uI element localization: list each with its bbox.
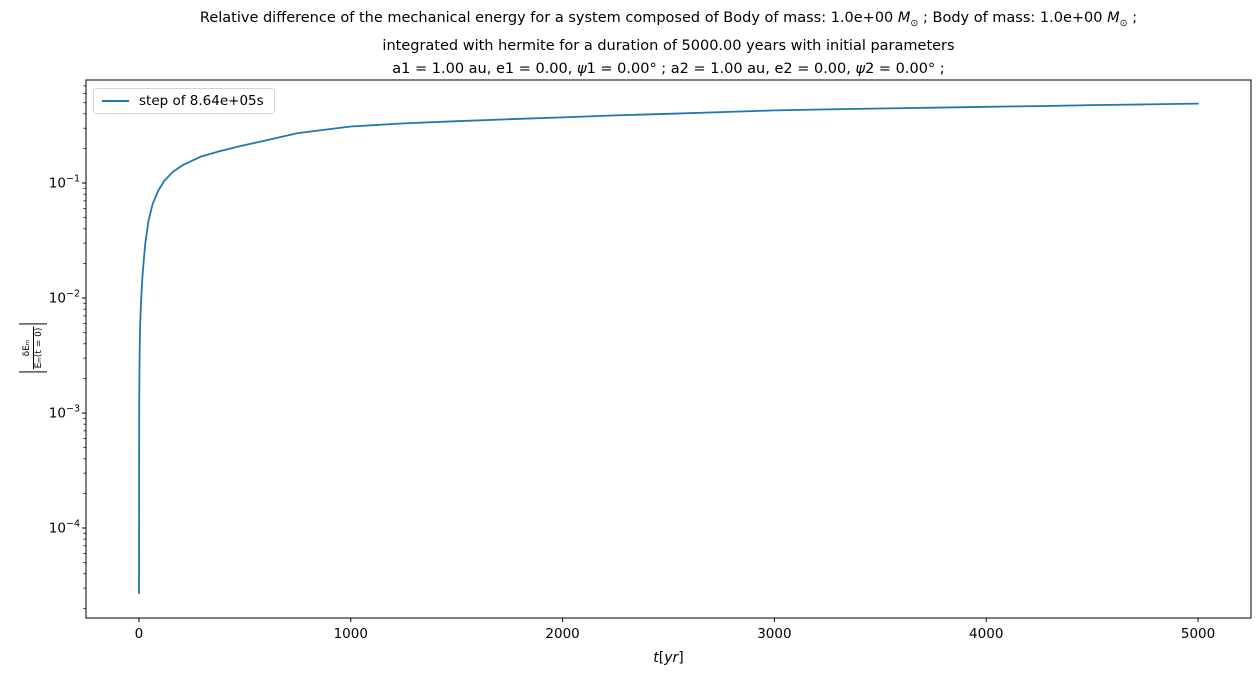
title-text: Relative difference of the mechanical en… [199, 10, 898, 26]
title-text: ; Body of mass: 1.0e+00 [918, 10, 1108, 26]
chart-title-line3: a1 = 1.00 au, e1 = 0.00, ψ1 = 0.00° ; a2… [86, 58, 1251, 80]
x-tick-label: 1000 [334, 626, 368, 642]
title-text: ; [1127, 10, 1138, 26]
abs-bar-left [19, 371, 47, 373]
x-tick-label: 3000 [757, 626, 791, 642]
psi-symbol: ψ [576, 60, 587, 77]
x-tick-label: 2000 [545, 626, 579, 642]
y-tick-label: 10−1 [49, 174, 80, 192]
title-text: 1 = 0.00° ; a2 = 1.00 au, e2 = 0.00, [586, 60, 856, 77]
title-text: a1 = 1.00 au, e1 = 0.00, [392, 60, 577, 77]
x-tick-label: 4000 [969, 626, 1003, 642]
x-tick-label: 0 [135, 626, 144, 642]
chart-title: Relative difference of the mechanical en… [86, 7, 1251, 80]
sun-subscript-icon: ⊙ [910, 17, 919, 29]
axes-spines [85, 79, 1252, 619]
x-axis-label: t[yr] [653, 650, 684, 666]
ylabel-fraction: δEₘ Eₘ(t = 0) [21, 326, 45, 370]
abs-bar-right [19, 323, 47, 325]
y-tick-label: 10−2 [49, 289, 80, 307]
x-tick-label: 5000 [1181, 626, 1215, 642]
chart-title-line1: Relative difference of the mechanical en… [86, 7, 1251, 35]
series-line [138, 102, 1199, 595]
psi-symbol: ψ [855, 60, 866, 77]
y-tick-label: 10−3 [49, 404, 80, 422]
legend-label: step of 8.64e+05s [139, 93, 264, 109]
chart-title-line2: integrated with hermite for a duration o… [382, 38, 955, 55]
y-tick-label: 10−4 [49, 519, 80, 537]
solar-mass-symbol: M [1107, 10, 1120, 26]
solar-mass-symbol: M [897, 10, 911, 26]
legend-box: step of 8.64e+05s [93, 88, 275, 114]
sun-subscript-icon: ⊙ [1119, 17, 1128, 29]
legend-line-sample [102, 100, 129, 102]
ylabel-numerator: δEₘ [21, 339, 32, 357]
ylabel-denominator: Eₘ(t = 0) [32, 326, 45, 370]
title-text: 2 = 0.00° ; [865, 60, 945, 77]
